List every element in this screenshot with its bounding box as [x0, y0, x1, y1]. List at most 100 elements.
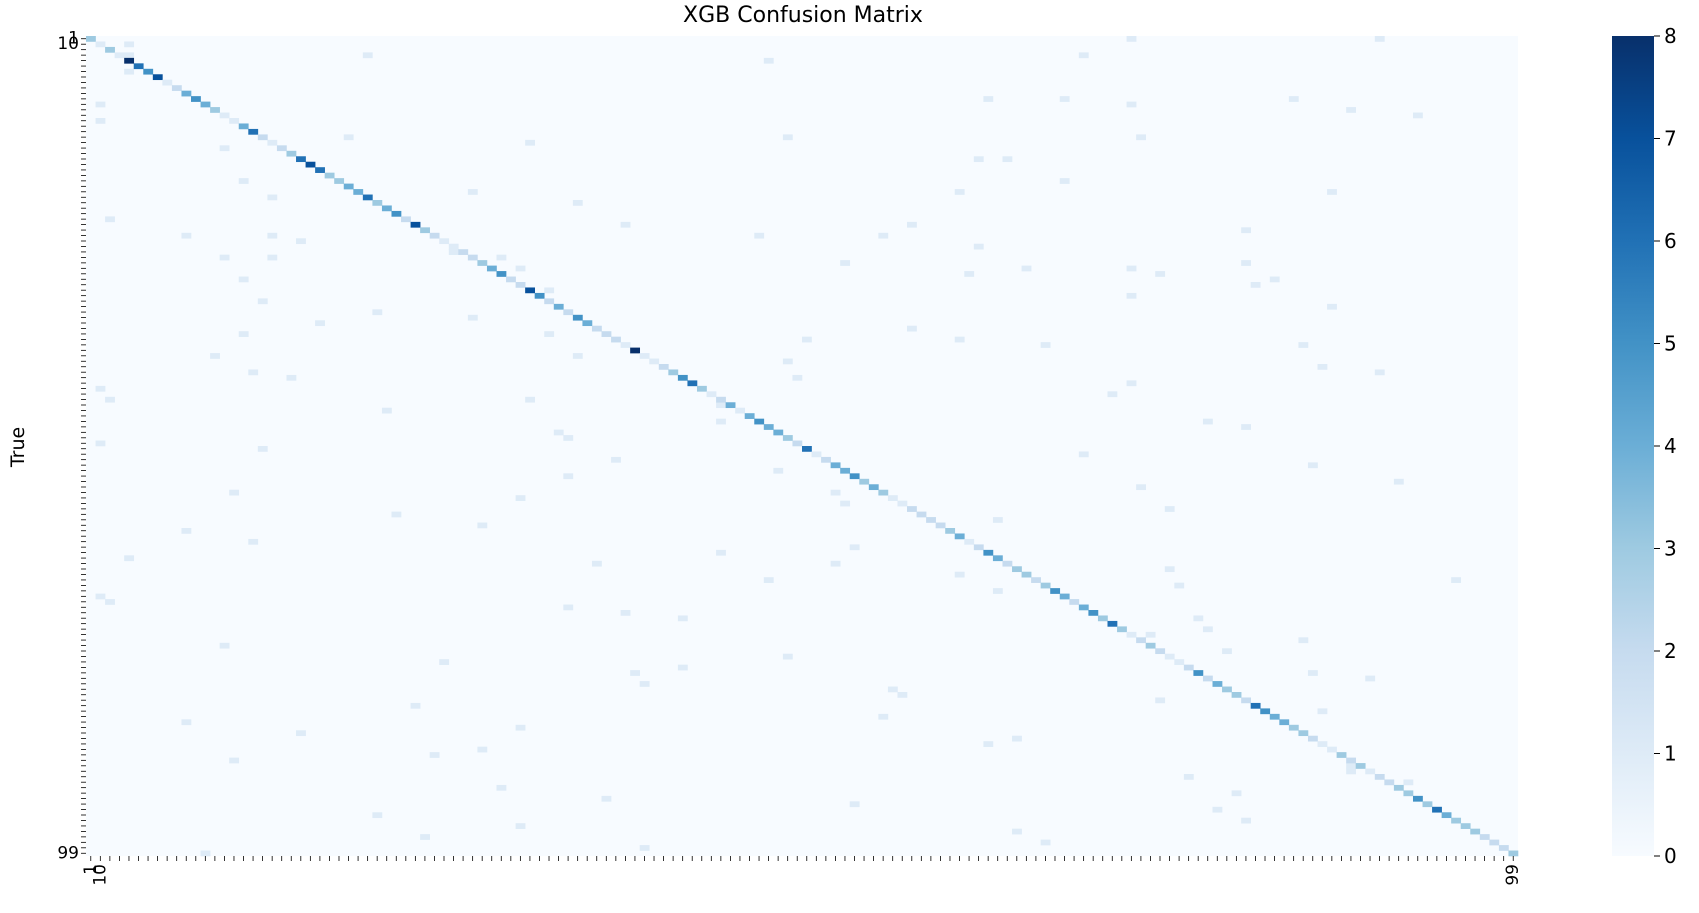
heatmap-cell: [782, 435, 793, 441]
heatmap-cell: [1250, 702, 1261, 709]
heatmap-cell: [496, 271, 507, 277]
heatmap-cell: [1288, 724, 1299, 731]
heatmap-cell: [1012, 566, 1022, 573]
heatmap-cell: [1202, 418, 1213, 425]
heatmap-cell: [372, 200, 383, 206]
heatmap-cell: [630, 670, 641, 676]
heatmap-cell: [916, 511, 927, 518]
heatmap-cell: [840, 500, 851, 507]
heatmap-cell: [458, 249, 469, 255]
heatmap-cell: [1307, 735, 1318, 742]
colorbar-tick-label: 4: [1664, 434, 1677, 458]
heatmap-cell: [181, 90, 192, 97]
heatmap-cell: [601, 795, 612, 802]
heatmap-cell: [1498, 845, 1509, 851]
heatmap-cell: [782, 653, 793, 660]
heatmap-cell: [210, 353, 220, 359]
heatmap-cell: [515, 265, 526, 272]
heatmap-cell: [467, 254, 478, 261]
heatmap-cell: [1327, 189, 1337, 195]
heatmap-cell: [773, 467, 784, 474]
heatmap-cell: [639, 353, 650, 359]
heatmap-cell: [1298, 342, 1309, 348]
heatmap-cell: [191, 96, 201, 102]
heatmap-cell: [878, 713, 889, 720]
heatmap-cell: [1327, 746, 1337, 753]
heatmap-cell: [276, 145, 287, 152]
heatmap-cell: [935, 522, 946, 529]
heatmap-cell: [1002, 560, 1013, 567]
heatmap-cell: [716, 396, 726, 403]
heatmap-cell: [124, 41, 135, 48]
heatmap-cell: [1155, 648, 1166, 655]
heatmap-cell: [1174, 582, 1185, 589]
heatmap-cell: [381, 205, 392, 212]
heatmap-cell: [687, 380, 698, 387]
heatmap-cell: [954, 189, 965, 195]
heatmap-cell: [1155, 697, 1166, 704]
heatmap-cell: [343, 134, 354, 141]
heatmap-cell: [1202, 626, 1213, 633]
heatmap-cell: [1508, 850, 1519, 857]
heatmap-cell: [782, 358, 793, 365]
heatmap-cell: [907, 221, 917, 228]
heatmap-cell: [296, 730, 306, 737]
heatmap-cell: [1250, 282, 1261, 288]
heatmap-cell: [238, 276, 249, 283]
heatmap-cell: [296, 238, 306, 245]
heatmap-cell: [1470, 828, 1481, 835]
heatmap-cell: [1078, 451, 1089, 458]
heatmap-cell: [1403, 779, 1414, 786]
heatmap-cell: [1412, 112, 1423, 119]
heatmap-cell: [897, 500, 908, 507]
heatmap-cell: [1059, 178, 1070, 184]
heatmap-cells: [86, 36, 1519, 857]
heatmap-cell: [716, 402, 726, 409]
heatmap-cell: [792, 374, 803, 381]
heatmap-cell: [572, 353, 583, 359]
heatmap-cell: [868, 484, 879, 491]
heatmap-cell: [124, 555, 135, 562]
heatmap-cell: [649, 358, 660, 365]
x-tick-label: 10: [90, 864, 110, 886]
heatmap-cell: [964, 538, 975, 545]
heatmap-cell: [591, 325, 602, 332]
heatmap-cell: [534, 292, 545, 299]
heatmap-cell: [477, 746, 488, 753]
heatmap-cell: [1298, 637, 1309, 644]
heatmap-cell: [391, 210, 402, 217]
heatmap-cell: [544, 298, 555, 305]
heatmap-cell: [343, 183, 354, 190]
heatmap-cell: [324, 172, 335, 179]
heatmap-cell: [716, 549, 726, 556]
heatmap-cell: [1355, 763, 1366, 769]
heatmap-cell: [1126, 265, 1137, 272]
heatmap-cell: [639, 681, 650, 687]
heatmap-cell: [1012, 735, 1022, 742]
heatmap-cell: [238, 178, 249, 184]
heatmap-cell: [143, 68, 154, 75]
heatmap-cell: [114, 52, 125, 59]
heatmap-cell: [95, 385, 106, 392]
heatmap-cell: [973, 156, 984, 163]
heatmap-cell: [907, 506, 917, 512]
heatmap-cell: [1040, 839, 1051, 846]
heatmap-cell: [448, 243, 459, 250]
heatmap-cell: [1241, 260, 1251, 266]
heatmap-cell: [735, 407, 746, 414]
heatmap-cell: [973, 243, 984, 250]
heatmap-cell: [983, 96, 994, 102]
heatmap-cell: [878, 489, 889, 496]
heatmap-cell: [572, 200, 583, 206]
heatmap-cell: [1279, 719, 1290, 726]
heatmap-cell: [86, 36, 96, 42]
heatmap-cell: [439, 238, 450, 245]
heatmap-cell: [1059, 593, 1070, 600]
heatmap-cell: [1136, 134, 1146, 141]
heatmap-cell: [1040, 342, 1051, 348]
heatmap-cell: [305, 161, 316, 168]
heatmap-cell: [1231, 692, 1242, 698]
heatmap-cell: [105, 216, 115, 223]
colorbar-tick-label: 1: [1664, 742, 1677, 766]
heatmap-cell: [1241, 697, 1251, 704]
